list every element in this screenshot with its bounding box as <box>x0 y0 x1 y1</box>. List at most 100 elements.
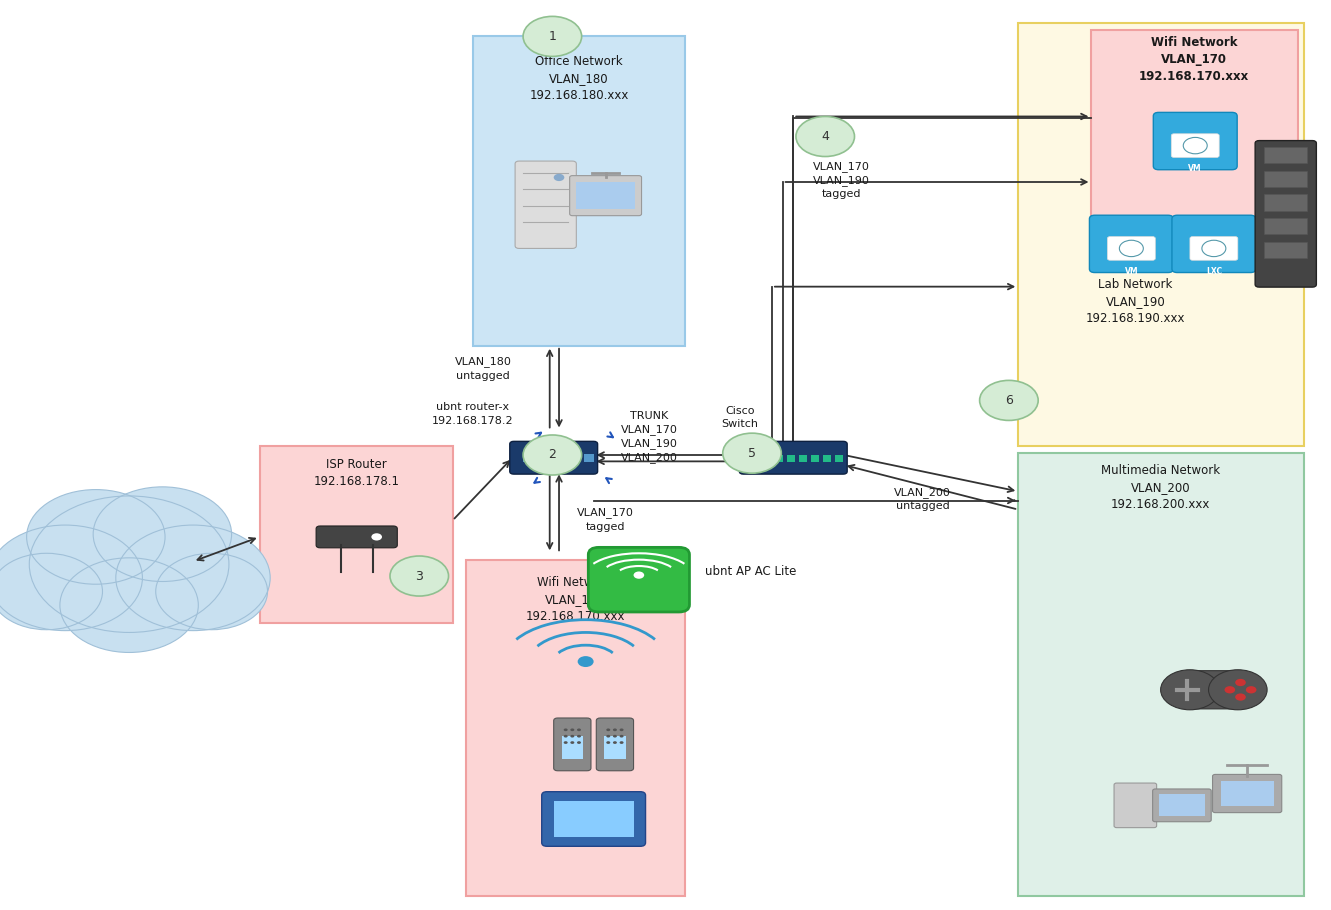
FancyBboxPatch shape <box>554 801 634 837</box>
FancyBboxPatch shape <box>740 441 847 474</box>
Circle shape <box>578 728 580 731</box>
FancyBboxPatch shape <box>1107 237 1155 260</box>
Circle shape <box>93 487 232 581</box>
Text: Cisco
Switch: Cisco Switch <box>721 406 759 430</box>
Circle shape <box>607 728 610 731</box>
FancyBboxPatch shape <box>1264 147 1307 164</box>
Circle shape <box>156 553 268 630</box>
Text: Wifi Network
VLAN_170
192.168.170.xxx: Wifi Network VLAN_170 192.168.170.xxx <box>526 576 624 623</box>
Circle shape <box>570 728 574 731</box>
Bar <box>811 455 819 462</box>
Circle shape <box>563 734 567 737</box>
Circle shape <box>723 433 781 473</box>
Text: VM: VM <box>1189 164 1202 173</box>
Text: VLAN_170
VLAN_190
tagged: VLAN_170 VLAN_190 tagged <box>813 161 869 199</box>
FancyBboxPatch shape <box>1153 112 1238 169</box>
Circle shape <box>523 16 582 56</box>
Bar <box>823 455 831 462</box>
Circle shape <box>612 728 616 731</box>
Bar <box>835 455 843 462</box>
Bar <box>763 455 771 462</box>
FancyBboxPatch shape <box>604 736 626 759</box>
Text: ubnt router-x
192.168.178.2: ubnt router-x 192.168.178.2 <box>431 402 514 426</box>
FancyBboxPatch shape <box>1190 237 1238 260</box>
Circle shape <box>390 556 449 596</box>
Circle shape <box>554 174 564 181</box>
Text: Office Network
VLAN_180
192.168.180.xxx: Office Network VLAN_180 192.168.180.xxx <box>530 55 628 102</box>
FancyBboxPatch shape <box>1255 141 1316 288</box>
Circle shape <box>570 734 574 737</box>
Circle shape <box>1161 670 1219 710</box>
FancyBboxPatch shape <box>1089 216 1173 273</box>
Circle shape <box>607 741 610 743</box>
Circle shape <box>27 490 165 584</box>
Circle shape <box>612 734 616 737</box>
Circle shape <box>60 558 198 652</box>
Circle shape <box>619 734 623 737</box>
Bar <box>584 454 594 462</box>
Text: LXC: LXC <box>1206 267 1222 276</box>
Bar <box>554 454 563 462</box>
Text: VM: VM <box>1125 267 1138 276</box>
Circle shape <box>0 553 102 630</box>
FancyBboxPatch shape <box>1091 30 1298 262</box>
Circle shape <box>612 741 616 743</box>
Circle shape <box>619 728 623 731</box>
Circle shape <box>1235 679 1246 686</box>
Text: Multimedia Network
VLAN_200
192.168.200.xxx: Multimedia Network VLAN_200 192.168.200.… <box>1101 464 1221 511</box>
FancyBboxPatch shape <box>1264 194 1307 211</box>
Circle shape <box>371 533 382 541</box>
Text: VLAN_170
tagged: VLAN_170 tagged <box>578 508 634 531</box>
Bar <box>775 455 783 462</box>
Circle shape <box>116 525 270 631</box>
FancyBboxPatch shape <box>1159 794 1205 816</box>
Text: Lab Network
VLAN_190
192.168.190.xxx: Lab Network VLAN_190 192.168.190.xxx <box>1086 278 1185 325</box>
Text: VLAN_200
untagged: VLAN_200 untagged <box>894 487 950 511</box>
Circle shape <box>634 571 644 579</box>
FancyBboxPatch shape <box>515 161 576 248</box>
Circle shape <box>29 496 229 632</box>
Text: 5: 5 <box>748 447 756 460</box>
FancyBboxPatch shape <box>1114 783 1157 828</box>
Bar <box>751 455 759 462</box>
Text: Wifi Network
VLAN_170
192.168.170.xxx: Wifi Network VLAN_170 192.168.170.xxx <box>1139 36 1248 84</box>
FancyBboxPatch shape <box>562 736 583 759</box>
Text: TRUNK
VLAN_170
VLAN_190
VLAN_200: TRUNK VLAN_170 VLAN_190 VLAN_200 <box>622 410 677 463</box>
Text: 3: 3 <box>415 570 423 582</box>
Circle shape <box>578 656 594 667</box>
FancyBboxPatch shape <box>1153 789 1211 822</box>
FancyBboxPatch shape <box>317 526 397 548</box>
FancyBboxPatch shape <box>466 560 685 896</box>
Circle shape <box>607 734 610 737</box>
FancyBboxPatch shape <box>576 182 635 209</box>
FancyBboxPatch shape <box>260 446 453 623</box>
Text: 1: 1 <box>548 30 556 43</box>
Circle shape <box>563 741 567 743</box>
Text: ubnt AP AC Lite: ubnt AP AC Lite <box>705 565 797 578</box>
Bar <box>523 454 532 462</box>
FancyBboxPatch shape <box>510 441 598 474</box>
Circle shape <box>1246 686 1256 693</box>
FancyBboxPatch shape <box>1018 453 1304 896</box>
FancyBboxPatch shape <box>596 718 634 771</box>
Circle shape <box>578 741 580 743</box>
Bar <box>788 455 795 462</box>
Circle shape <box>563 728 567 731</box>
Circle shape <box>523 435 582 475</box>
FancyBboxPatch shape <box>1018 23 1304 446</box>
Circle shape <box>1235 693 1246 701</box>
FancyBboxPatch shape <box>1264 218 1307 235</box>
FancyBboxPatch shape <box>473 36 685 346</box>
Circle shape <box>796 116 855 157</box>
Text: 4: 4 <box>821 130 829 143</box>
FancyBboxPatch shape <box>1264 242 1307 258</box>
Text: VLAN_180
untagged: VLAN_180 untagged <box>455 357 511 380</box>
Bar <box>538 454 548 462</box>
FancyBboxPatch shape <box>1264 171 1307 187</box>
Circle shape <box>619 741 623 743</box>
FancyBboxPatch shape <box>1187 671 1240 709</box>
FancyBboxPatch shape <box>1213 774 1282 813</box>
Bar <box>799 455 807 462</box>
Circle shape <box>570 741 574 743</box>
Circle shape <box>0 525 142 631</box>
